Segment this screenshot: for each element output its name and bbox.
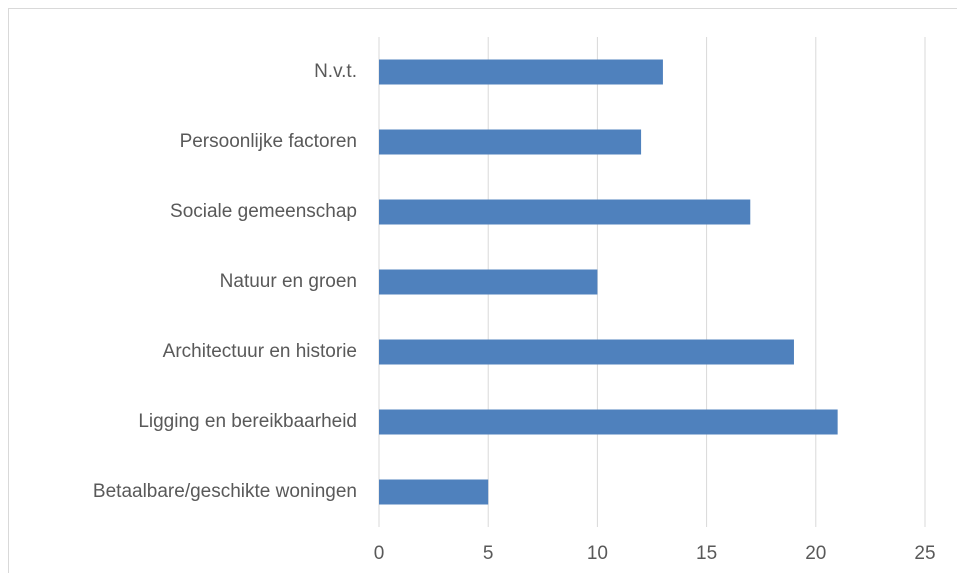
- x-tick-label: 25: [914, 543, 935, 564]
- bar: [379, 479, 489, 505]
- bar: [379, 409, 838, 435]
- y-tick-label: Betaalbare/geschikte woningen: [93, 481, 357, 502]
- bar: [379, 59, 663, 85]
- x-tick-label: 20: [805, 543, 826, 564]
- x-tick-label: 0: [374, 543, 385, 564]
- y-tick-label: Persoonlijke factoren: [180, 131, 357, 152]
- x-tick-label: 10: [587, 543, 608, 564]
- y-tick-label: Sociale gemeenschap: [170, 201, 357, 222]
- chart-border: [8, 8, 957, 573]
- bar: [379, 199, 751, 225]
- y-tick-label: Architectuur en historie: [163, 341, 357, 362]
- bar: [379, 269, 598, 295]
- y-tick-label: Natuur en groen: [220, 271, 357, 292]
- y-tick-label: Ligging en bereikbaarheid: [138, 411, 357, 432]
- bar: [379, 129, 642, 155]
- x-tick-label: 15: [696, 543, 717, 564]
- x-tick-label: 5: [483, 543, 494, 564]
- y-tick-label: N.v.t.: [314, 61, 357, 82]
- bar: [379, 339, 794, 365]
